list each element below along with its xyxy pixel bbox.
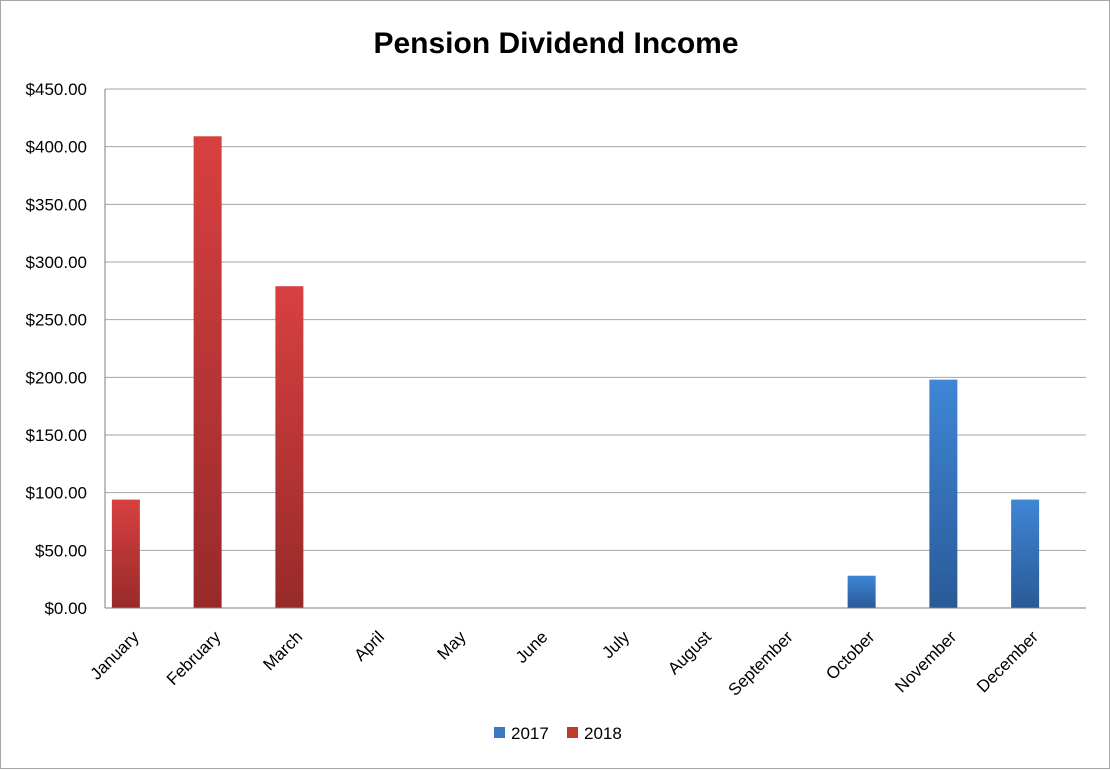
x-axis-tick-labels: January February March April May June July Augu… — [86, 627, 1042, 700]
y-tick-label: $450.00 — [26, 80, 87, 99]
bar-2017-october — [847, 575, 876, 608]
chart-title: Pension Dividend Income — [373, 27, 738, 60]
x-tick-label: June — [512, 627, 552, 667]
axes — [104, 89, 1086, 609]
y-tick-label: $0.00 — [44, 599, 87, 618]
x-tick-label: February — [163, 627, 225, 689]
y-axis-tick-labels: $0.00 $50.00 $100.00 $150.00 $200.00 $250.00 $… — [26, 80, 87, 618]
x-tick-label: October — [822, 627, 878, 683]
x-tick-label: September — [724, 627, 796, 699]
y-tick-label: $100.00 — [26, 484, 87, 503]
x-tick-label: December — [973, 627, 1042, 696]
bar-2018-february — [193, 136, 222, 608]
x-tick-label: November — [891, 627, 960, 696]
x-tick-label: August — [664, 627, 715, 678]
bar-2017-november — [929, 379, 958, 608]
y-tick-label: $250.00 — [26, 311, 87, 330]
x-tick-label: January — [86, 627, 143, 684]
bar-2018-march — [275, 286, 304, 608]
y-tick-label: $150.00 — [26, 426, 87, 445]
bar-2018-january — [111, 499, 140, 608]
legend-label-2017: 2017 — [511, 724, 549, 743]
y-tick-label: $200.00 — [26, 368, 87, 387]
gridlines — [105, 88, 1086, 551]
y-tick-label: $350.00 — [26, 195, 87, 214]
bars — [111, 136, 1040, 608]
x-tick-label: April — [350, 627, 387, 664]
bar-2017-december — [1011, 499, 1040, 608]
legend-swatch-2017 — [494, 727, 505, 738]
legend-label-2018: 2018 — [584, 724, 622, 743]
y-tick-label: $400.00 — [26, 138, 87, 157]
y-tick-label: $300.00 — [26, 253, 87, 272]
x-tick-label: May — [434, 627, 470, 663]
y-tick-label: $50.00 — [35, 541, 87, 560]
x-tick-label: March — [259, 627, 306, 674]
x-tick-label: July — [598, 627, 633, 662]
legend: 2017 2018 — [494, 724, 622, 743]
legend-swatch-2018 — [567, 727, 578, 738]
